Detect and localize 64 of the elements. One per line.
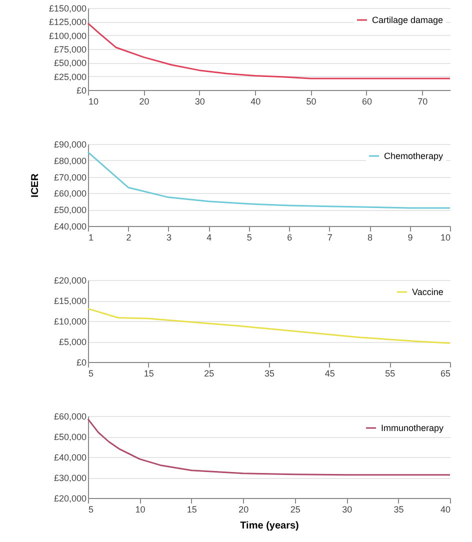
y-tick-label: £50,000 xyxy=(54,432,86,442)
x-tick-label: 7 xyxy=(327,232,332,242)
y-tick-label: £5,000 xyxy=(58,337,86,347)
y-tick-label: £60,000 xyxy=(54,188,86,199)
y-tick-label: £80,000 xyxy=(54,156,86,166)
x-tick-label: 20 xyxy=(238,504,249,514)
y-axis-title: ICER xyxy=(30,172,41,198)
x-tick-label: 10 xyxy=(88,96,99,106)
legend-label: Chemotherapy xyxy=(384,151,444,161)
y-tick-label: £100,000 xyxy=(48,30,86,41)
line-series xyxy=(87,418,451,476)
x-tick-label: 60 xyxy=(362,96,372,106)
x-tick-label: 9 xyxy=(408,232,413,242)
x-tick-label: 20 xyxy=(139,96,150,106)
x-tick-label: 45 xyxy=(324,368,335,378)
y-tick-label: £125,000 xyxy=(48,17,86,28)
x-tick-label: 65 xyxy=(440,368,450,378)
x-tick-label: 50 xyxy=(306,96,316,106)
x-tick-label: 30 xyxy=(194,96,205,106)
x-tick-label: 35 xyxy=(264,368,275,378)
y-tick-label: £0 xyxy=(76,358,86,368)
x-tick-label: 40 xyxy=(250,96,261,106)
x-tick-label: 40 xyxy=(440,504,450,514)
y-tick-label: £20,000 xyxy=(54,276,86,286)
x-tick-label: 35 xyxy=(394,504,404,514)
y-tick-label: £25,000 xyxy=(54,72,86,82)
y-tick-label: £150,000 xyxy=(48,4,86,14)
x-tick-label: 5 xyxy=(88,504,94,514)
x-tick-label: 5 xyxy=(246,232,252,242)
x-tick-label: 15 xyxy=(186,504,197,514)
x-tick-label: 30 xyxy=(342,504,352,514)
x-tick-label: 10 xyxy=(135,504,146,514)
x-tick-label: 3 xyxy=(166,232,172,242)
x-tick-label: 4 xyxy=(206,232,212,242)
y-tick-label: £30,000 xyxy=(54,473,86,483)
y-tick-label: £70,000 xyxy=(54,172,86,182)
y-tick-label: £90,000 xyxy=(54,140,86,150)
x-tick-label: 10 xyxy=(440,232,450,242)
y-tick-label: £75,000 xyxy=(54,44,86,54)
y-tick-label: £50,000 xyxy=(54,58,86,68)
x-tick-label: 55 xyxy=(385,368,396,378)
line-series xyxy=(87,151,451,209)
y-tick-label: £10,000 xyxy=(54,316,86,326)
x-tick-label: 25 xyxy=(290,504,300,514)
y-tick-label: £15,000 xyxy=(54,296,86,306)
y-tick-label: £50,000 xyxy=(54,205,86,216)
legend-label: Cartilage damage xyxy=(372,15,444,25)
y-tick-label: £20,000 xyxy=(54,494,86,504)
x-tick-label: 2 xyxy=(126,232,132,242)
x-tick-label: 1 xyxy=(88,232,94,242)
x-tick-label: 6 xyxy=(287,232,292,242)
line-series xyxy=(87,308,451,344)
y-tick-label: £40,000 xyxy=(54,452,86,462)
x-axis-title: Time (years) xyxy=(240,520,299,532)
y-tick-label: £60,000 xyxy=(54,412,86,422)
legend-label: Immunotherapy xyxy=(381,423,444,433)
y-tick-label: £40,000 xyxy=(54,222,86,232)
x-tick-label: 15 xyxy=(144,368,154,378)
legend-label: Vaccine xyxy=(412,287,444,297)
x-tick-label: 8 xyxy=(368,232,373,242)
x-tick-label: 5 xyxy=(88,368,94,378)
x-tick-label: 70 xyxy=(418,96,428,106)
y-tick-label: £0 xyxy=(76,86,86,96)
x-tick-label: 25 xyxy=(204,368,214,378)
